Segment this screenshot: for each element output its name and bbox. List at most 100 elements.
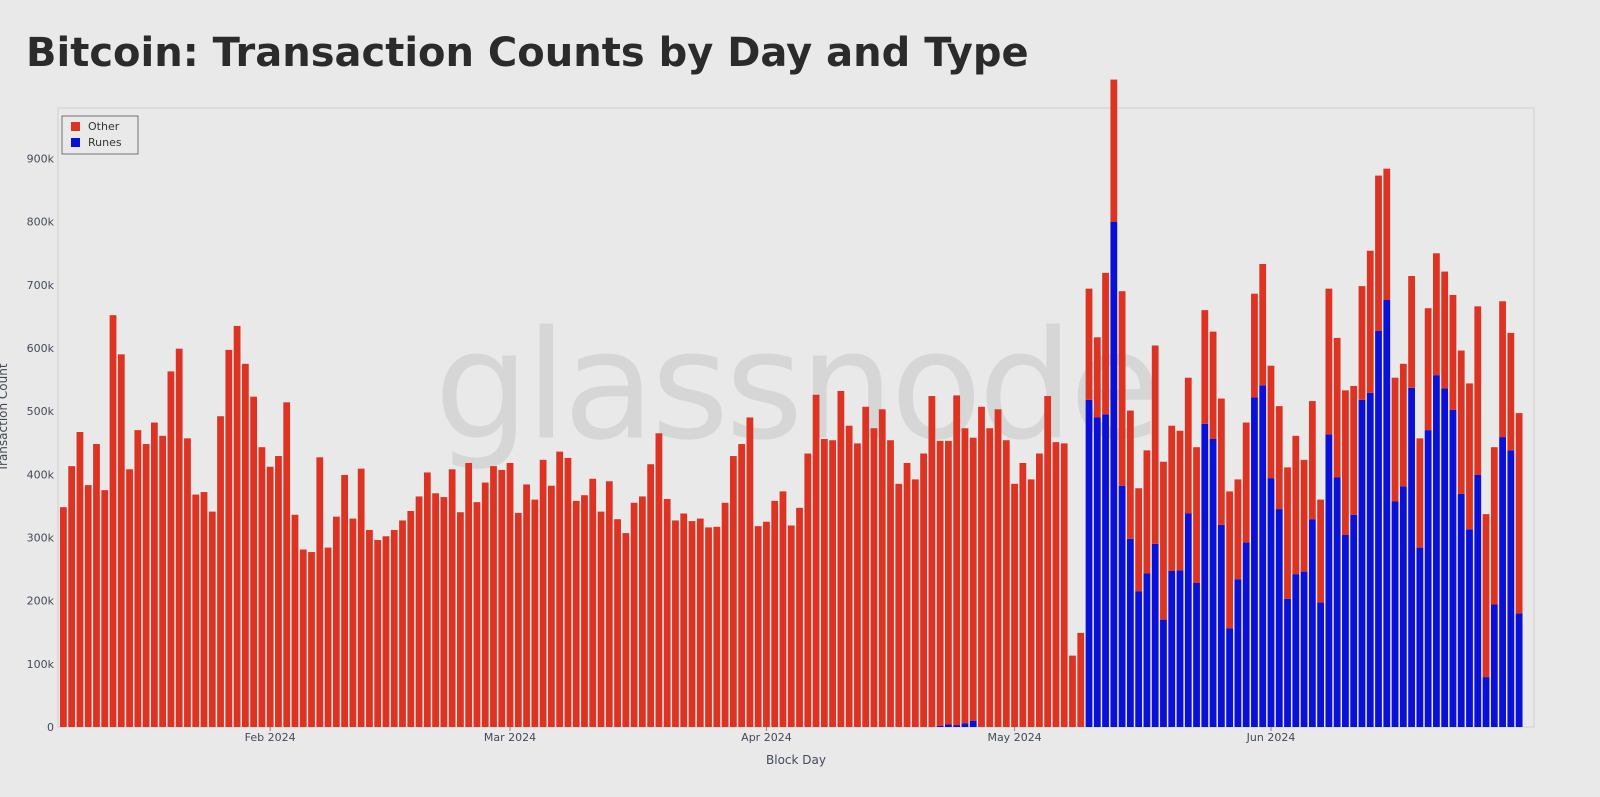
bar-runes <box>1176 570 1184 727</box>
bar-other <box>1077 632 1085 727</box>
legend-label-other[interactable]: Other <box>88 120 120 133</box>
bar-other <box>1325 288 1333 435</box>
bar-other <box>1317 499 1325 603</box>
bar-runes <box>1333 477 1341 727</box>
bar-other <box>1457 350 1465 494</box>
legend-swatch-runes[interactable] <box>71 138 80 147</box>
bar-runes <box>1242 542 1250 727</box>
bar-runes <box>1433 375 1440 727</box>
y-tick-label: 500k <box>27 405 55 418</box>
bar-runes <box>1466 529 1473 727</box>
bar-other <box>630 502 638 727</box>
y-tick-label: 0 <box>47 721 54 734</box>
y-tick-label: 700k <box>27 279 55 292</box>
bar-other <box>597 511 605 727</box>
bar-other <box>415 496 423 727</box>
bar-other <box>895 483 903 727</box>
bar-other <box>192 494 200 727</box>
bar-runes <box>1482 677 1490 727</box>
bar-other <box>878 409 886 727</box>
bar-runes <box>1317 602 1325 727</box>
bar-runes <box>1226 628 1234 727</box>
bar-runes <box>1342 534 1349 727</box>
bar-runes <box>1391 501 1399 727</box>
bar-other <box>638 496 646 727</box>
bar-other <box>1002 440 1010 727</box>
bar-other <box>1275 406 1283 510</box>
y-tick-label: 300k <box>27 532 55 545</box>
y-tick-label: 800k <box>27 216 55 229</box>
legend-label-runes[interactable]: Runes <box>88 136 122 149</box>
bar-other <box>1259 264 1267 386</box>
bar-runes <box>1449 409 1457 727</box>
bar-other <box>837 390 845 727</box>
bar-other <box>1499 301 1506 438</box>
bar-other <box>1036 453 1043 727</box>
bar-runes <box>1350 514 1358 727</box>
bar-other <box>1143 450 1151 574</box>
bar-other <box>423 472 431 727</box>
bar-other <box>117 354 125 727</box>
bar-other <box>440 497 448 727</box>
bar-other <box>1308 401 1316 520</box>
bar-runes <box>1490 604 1498 727</box>
legend[interactable]: Other Runes <box>61 115 139 155</box>
bar-other <box>994 409 1002 727</box>
bar-other <box>754 526 762 727</box>
bar-other <box>738 444 746 727</box>
x-axis: Feb 2024 Mar 2024 Apr 2024 May 2024 Jun 2024 <box>245 727 1295 744</box>
bar-other <box>978 406 985 727</box>
legend-swatch-other[interactable] <box>71 122 80 131</box>
plot-area <box>57 107 1535 728</box>
bar-other <box>622 533 630 727</box>
bar-other <box>564 457 572 727</box>
bar-runes <box>1085 399 1093 727</box>
bar-other <box>283 402 291 727</box>
bar-other <box>969 437 977 721</box>
bar-other <box>1342 390 1349 535</box>
bar-other <box>390 529 398 727</box>
bar-other <box>548 485 555 727</box>
bar-other <box>316 457 324 727</box>
bar-other <box>1168 425 1176 571</box>
bar-other <box>324 547 332 727</box>
bar-other <box>1242 422 1250 543</box>
x-tick-label: Feb 2024 <box>245 731 296 744</box>
bar-runes <box>1441 388 1449 727</box>
bar-other <box>936 440 944 726</box>
bar-runes <box>1408 387 1415 727</box>
bar-other <box>1350 385 1358 515</box>
bar-runes <box>936 725 944 727</box>
bar-other <box>374 540 382 727</box>
bar-other <box>796 507 803 727</box>
bar-other <box>1466 383 1473 530</box>
bar-other <box>705 527 712 727</box>
bar-other <box>986 428 994 727</box>
bar-other <box>1399 363 1407 487</box>
bar-other <box>1284 467 1291 599</box>
bar-runes <box>1267 478 1275 727</box>
bar-other <box>647 464 655 727</box>
bar-other <box>84 485 92 727</box>
bar-runes <box>1160 619 1167 727</box>
bar-other <box>696 518 704 727</box>
bar-other <box>266 466 274 727</box>
bar-other <box>159 435 167 727</box>
bar-other <box>250 396 258 727</box>
bar-runes <box>1093 417 1101 727</box>
bar-other <box>200 492 208 727</box>
bar-other <box>680 513 688 727</box>
bar-other <box>920 453 927 727</box>
bar-runes <box>1217 524 1225 727</box>
bar-other <box>225 349 233 727</box>
bar-runes <box>1118 485 1126 727</box>
bar-other <box>150 422 158 727</box>
bar-other <box>721 502 729 727</box>
bar-other <box>672 520 679 727</box>
bar-other <box>1333 337 1341 478</box>
bar-runes <box>1375 330 1382 727</box>
y-axis: 0 100k 200k 300k 400k 500k 600k 700k 800k 900k <box>27 153 55 734</box>
bar-runes <box>1457 493 1465 727</box>
bar-other <box>399 520 406 727</box>
